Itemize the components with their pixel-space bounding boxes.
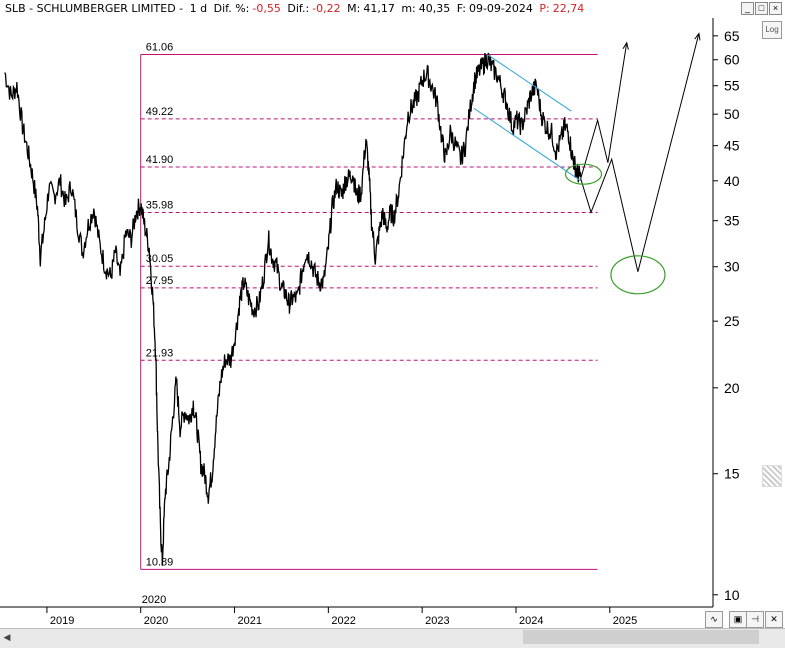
period-label: 1 d — [189, 2, 208, 15]
y-tick-label: 20 — [724, 380, 740, 396]
min-value: 40,35 — [418, 2, 451, 15]
target-circle — [564, 163, 603, 185]
projection-path-2 — [580, 33, 700, 272]
y-tick-label: 35 — [724, 213, 740, 229]
fib-level-label: 49.22 — [146, 106, 174, 118]
window-controls: _ □ × — [741, 2, 782, 15]
p-value: 22,74 — [552, 2, 585, 15]
log-scale-button[interactable]: Log — [762, 21, 782, 39]
date-value: 09-09-2024 — [468, 2, 533, 15]
fib-level-label: 61.06 — [146, 42, 174, 54]
p-label: P: — [539, 2, 550, 15]
y-tick-label: 65 — [724, 28, 740, 44]
x-tick-label: 2020 — [144, 615, 168, 627]
projection-path-1-arrowhead — [622, 41, 629, 50]
minimize-button[interactable]: _ — [741, 2, 754, 15]
projection-path-2-arrowhead — [694, 32, 701, 41]
fib-level-label: 30.05 — [146, 253, 174, 265]
y-tick-label: 50 — [724, 106, 740, 122]
x-tick-label: 2021 — [238, 615, 262, 627]
x-tick-label: 2023 — [425, 615, 449, 627]
fib-level-label: 10.89 — [146, 556, 174, 568]
channel-line — [487, 54, 572, 112]
x-tick-label: 2025 — [613, 615, 637, 627]
dif-pct-label: Dif. %: — [213, 2, 250, 15]
y-tick-label: 40 — [724, 173, 740, 189]
fib-level-label: 21.93 — [146, 347, 174, 359]
y-tick-label: 10 — [724, 587, 740, 603]
fib-level-label: 27.95 — [146, 275, 174, 287]
date-label: F: — [456, 2, 466, 15]
axis-grip-handle[interactable] — [762, 465, 782, 487]
dif-value: -0,22 — [312, 2, 341, 15]
price-line — [4, 52, 582, 566]
fib-level-label: 35.98 — [146, 199, 174, 211]
max-label: M: — [347, 2, 361, 15]
save-icon[interactable]: ▣ — [729, 611, 747, 628]
scrollbar-thumb[interactable] — [523, 630, 759, 644]
fib-level-label: 41.90 — [146, 154, 174, 166]
target-circle — [610, 255, 666, 295]
y-tick-label: 60 — [724, 52, 740, 68]
max-value: 41,17 — [363, 2, 395, 15]
wave-tool-icon[interactable]: ∿ — [705, 611, 723, 628]
scroll-left-arrow-icon[interactable]: ◀ — [3, 632, 11, 642]
period-start-label: 2020 — [142, 594, 166, 606]
pin-icon[interactable]: ⊣ — [746, 611, 764, 628]
min-label: m: — [401, 2, 416, 15]
y-tick-label: 15 — [724, 466, 740, 482]
x-tick-label: 2022 — [331, 615, 355, 627]
projection-path-1 — [580, 42, 628, 179]
x-tick-label: 2024 — [519, 615, 543, 627]
symbol-name: SLB - SCHLUMBERGER LIMITED - — [5, 2, 184, 15]
dif-label: Dif.: — [287, 2, 310, 15]
close-button[interactable]: × — [769, 2, 782, 15]
y-tick-label: 25 — [724, 313, 740, 329]
channel-line — [473, 107, 582, 182]
y-tick-label: 30 — [724, 259, 740, 275]
y-tick-label: 55 — [724, 78, 740, 94]
y-tick-label: 45 — [724, 138, 740, 154]
close-panel-icon[interactable]: ✕ — [765, 611, 783, 628]
dif-pct-value: -0,55 — [252, 2, 281, 15]
symbol-header: SLB - SCHLUMBERGER LIMITED - 1 d Dif. %:… — [0, 0, 745, 18]
restore-button[interactable]: □ — [755, 2, 768, 15]
x-tick-label: 2019 — [50, 615, 74, 627]
